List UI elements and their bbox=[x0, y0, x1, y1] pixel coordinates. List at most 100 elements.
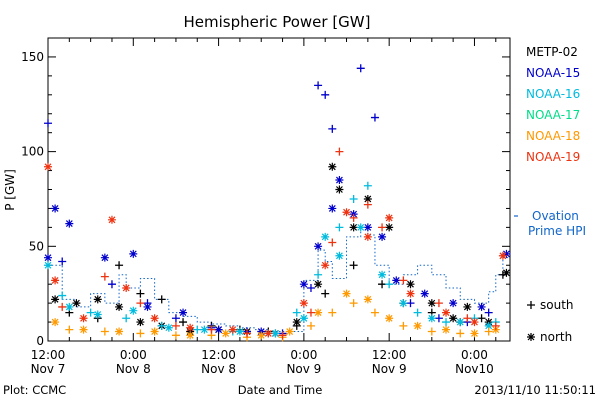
south-point bbox=[292, 308, 301, 317]
south-point bbox=[115, 261, 124, 270]
north-point bbox=[335, 176, 344, 185]
north-point bbox=[463, 302, 472, 311]
south-point bbox=[399, 321, 408, 330]
north-point bbox=[186, 323, 195, 332]
south-point bbox=[434, 314, 443, 323]
north-point bbox=[314, 242, 323, 251]
south-point bbox=[363, 181, 372, 190]
south-point bbox=[100, 272, 109, 281]
y-axis-ticks: 0 50 100 150 bbox=[21, 37, 510, 348]
north-point bbox=[299, 314, 308, 323]
south-point bbox=[356, 64, 365, 73]
north-point bbox=[150, 327, 159, 336]
north-point bbox=[235, 327, 244, 336]
south-point bbox=[328, 238, 337, 247]
south-point bbox=[335, 147, 344, 156]
north-point bbox=[427, 314, 436, 323]
south-point bbox=[477, 314, 486, 323]
south-point bbox=[427, 327, 436, 336]
x-tick-label-date: Nov 9 bbox=[286, 362, 321, 376]
north-point bbox=[502, 249, 511, 258]
y-tick-label: 150 bbox=[21, 50, 44, 64]
south-point bbox=[527, 301, 535, 309]
south-point bbox=[171, 331, 180, 340]
south-point bbox=[328, 124, 337, 133]
north-point bbox=[502, 268, 511, 277]
south-point bbox=[107, 280, 116, 289]
north-point bbox=[129, 306, 138, 315]
north-point bbox=[321, 232, 330, 241]
north-point bbox=[470, 318, 479, 327]
north-point bbox=[143, 302, 152, 311]
north-point bbox=[264, 329, 273, 338]
north-point bbox=[228, 325, 237, 334]
north-point bbox=[299, 299, 308, 308]
legend-entry: NOAA-16 bbox=[526, 87, 580, 101]
y-tick-label: 50 bbox=[29, 239, 44, 253]
north-point bbox=[527, 333, 535, 341]
south-point bbox=[278, 331, 287, 340]
north-point bbox=[129, 249, 138, 258]
legend-entry: NOAA-17 bbox=[526, 108, 580, 122]
x-tick-label-time: 12:00 bbox=[372, 348, 407, 362]
south-point bbox=[442, 318, 451, 327]
ovation-step-line bbox=[48, 226, 510, 333]
north-point bbox=[342, 208, 351, 217]
south-point bbox=[306, 321, 315, 330]
ovation-series bbox=[48, 226, 510, 333]
y-axis-label: P [GW] bbox=[3, 169, 17, 211]
south-point bbox=[370, 308, 379, 317]
south-point bbox=[406, 299, 415, 308]
north-point bbox=[442, 325, 451, 334]
north-point bbox=[385, 314, 394, 323]
x-tick-label-time: 12:00 bbox=[31, 348, 66, 362]
north-point bbox=[93, 310, 102, 319]
footer-timestamp: 2013/11/10 11:50:11 bbox=[474, 383, 596, 397]
north-point bbox=[363, 295, 372, 304]
north-point bbox=[399, 299, 408, 308]
south-point bbox=[491, 321, 500, 330]
north-point bbox=[72, 299, 81, 308]
south-point bbox=[335, 223, 344, 232]
north-point bbox=[51, 295, 60, 304]
south-point bbox=[306, 283, 315, 292]
north-point bbox=[449, 314, 458, 323]
data-points bbox=[44, 64, 511, 342]
south-point bbox=[100, 327, 109, 336]
ovation-legend-line2: Prime HPI bbox=[528, 224, 586, 238]
north-point bbox=[214, 325, 223, 334]
north-point bbox=[442, 308, 451, 317]
south-point bbox=[385, 280, 394, 289]
south-point bbox=[306, 308, 315, 317]
south-point bbox=[399, 276, 408, 285]
south-point bbox=[434, 299, 443, 308]
south-point bbox=[193, 325, 202, 334]
north-point bbox=[44, 261, 52, 270]
south-point bbox=[136, 289, 145, 298]
south-point bbox=[363, 200, 372, 209]
legend-entry: NOAA-18 bbox=[526, 129, 580, 143]
y-tick-label: 0 bbox=[36, 334, 44, 348]
south-point bbox=[321, 289, 330, 298]
south-point bbox=[58, 302, 67, 311]
south-point bbox=[207, 325, 216, 334]
south-point bbox=[413, 308, 422, 317]
north-point bbox=[221, 329, 230, 338]
south-point bbox=[44, 119, 52, 128]
x-axis-label: Date and Time bbox=[238, 383, 323, 397]
north-point bbox=[122, 283, 131, 292]
south-point bbox=[58, 257, 67, 266]
north-point bbox=[363, 232, 372, 241]
north-point bbox=[179, 308, 188, 317]
marker-legend-label: south bbox=[540, 298, 574, 312]
south-point bbox=[157, 321, 166, 330]
north-point bbox=[257, 331, 266, 340]
north-point bbox=[314, 308, 323, 317]
north-point bbox=[115, 327, 124, 336]
north-point bbox=[299, 280, 308, 289]
north-point bbox=[449, 299, 458, 308]
south-point bbox=[321, 90, 330, 99]
north-point bbox=[271, 329, 280, 338]
